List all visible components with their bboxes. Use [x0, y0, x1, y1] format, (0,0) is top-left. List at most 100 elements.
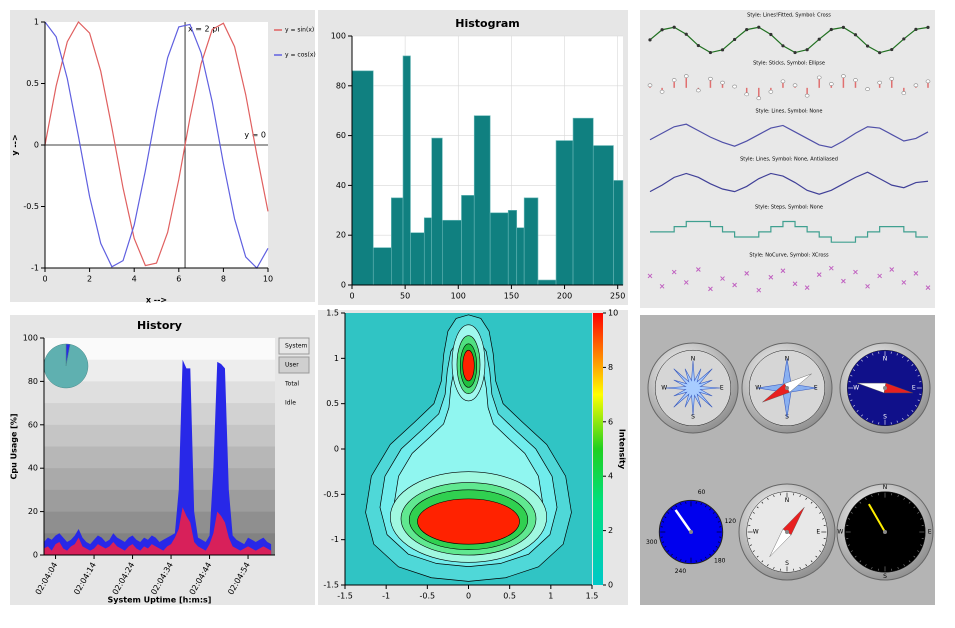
x-tick-label: 250	[610, 292, 625, 301]
y-axis-title: y -->	[11, 134, 20, 155]
background-band	[44, 490, 275, 512]
cross-symbol	[914, 28, 917, 31]
histogram-bar	[524, 198, 538, 285]
histogram-bar	[432, 138, 443, 285]
y-tick-label: 40	[336, 181, 346, 190]
dial-hub	[883, 530, 887, 534]
ellipse-symbol	[793, 84, 797, 87]
chart-title: Histogram	[455, 17, 520, 30]
cross-symbol	[745, 28, 748, 31]
compass-label: S	[883, 573, 887, 580]
ellipse-symbol	[805, 94, 809, 97]
ellipse-symbol	[914, 84, 918, 87]
y-tick-label: 0	[34, 141, 39, 150]
background-band	[44, 403, 275, 425]
cross-symbol	[709, 51, 712, 54]
y-tick-label: -0.5	[23, 202, 39, 211]
histogram-bar	[403, 56, 410, 285]
cross-symbol	[781, 44, 784, 47]
x-axis-title: System Uptime [h:m:s]	[108, 596, 212, 605]
dial-scale-label: 240	[675, 568, 687, 575]
y-tick-label: -0.5	[323, 490, 339, 499]
symbol-dot	[733, 38, 736, 41]
x-tick-label: 1	[548, 592, 553, 601]
y-tick-label: 80	[28, 377, 38, 386]
histogram-bar	[508, 210, 517, 285]
cross-symbol	[721, 48, 724, 51]
histogram-bar	[373, 248, 391, 285]
dial-hub	[883, 386, 887, 390]
cross-symbol	[697, 44, 700, 47]
curve-label: Style: Steps, Symbol: None	[755, 205, 823, 211]
ellipse-symbol	[781, 80, 785, 83]
wind-rose	[666, 361, 720, 415]
x-tick-label: 1.5	[586, 592, 599, 601]
histogram-bar	[442, 220, 461, 285]
symbol-dot	[660, 28, 663, 31]
symbol-dot	[697, 44, 700, 47]
x-tick-label: 2	[87, 275, 92, 284]
x-tick-label: 8	[221, 275, 226, 284]
x-tick-label: 0	[349, 292, 354, 301]
y-tick-label: 80	[336, 81, 346, 90]
cross-symbol	[878, 51, 881, 54]
cross-symbol	[926, 26, 929, 29]
symbol-dot	[745, 28, 748, 31]
y-tick-label: 1	[34, 18, 39, 27]
ellipse-symbol	[696, 89, 700, 92]
histogram-bar	[410, 233, 424, 285]
cross-symbol	[806, 48, 809, 51]
y-axis-title: Cpu Usage [%]	[10, 414, 19, 480]
legend-label: System	[285, 343, 308, 350]
symbol-dot	[757, 26, 760, 29]
pie-slice	[44, 344, 88, 388]
histogram-bar	[352, 71, 373, 285]
x-tick-label: 100	[451, 292, 466, 301]
y-tick-label: 0	[33, 551, 38, 560]
cross-symbol	[673, 26, 676, 29]
dial-scale-label: 180	[714, 557, 726, 564]
legend-label: y = cos(x)	[285, 52, 316, 59]
symbol-dot	[709, 51, 712, 54]
legend-label: y = sin(x)	[285, 27, 314, 34]
y-tick-label: 0	[334, 445, 339, 454]
y-tick-label: -1	[331, 535, 339, 544]
x-tick-label: 0.5	[503, 592, 516, 601]
legend-button[interactable]: System	[279, 338, 309, 354]
legend-button[interactable]: User	[279, 357, 309, 373]
legend-button[interactable]: Idle	[279, 395, 309, 411]
ellipse-symbol	[721, 81, 725, 84]
symbol-dot	[673, 26, 676, 29]
symbol-dot	[878, 51, 881, 54]
ellipse-symbol	[745, 93, 749, 96]
contour-region	[463, 350, 475, 381]
x-axis-title: x -->	[146, 296, 167, 305]
cross-symbol	[733, 38, 736, 41]
legend-button[interactable]: Total	[279, 376, 309, 392]
x-tick-label: -0.5	[420, 592, 436, 601]
x-tick-label: 0	[42, 275, 47, 284]
histogram-bar	[593, 146, 613, 285]
symbol-dot	[806, 48, 809, 51]
y-tick-label: 1.5	[326, 309, 339, 318]
ellipse-symbol	[853, 78, 857, 81]
symbol-dot	[769, 33, 772, 36]
curve-label: Style: Sticks, Symbol: Ellipse	[753, 61, 825, 67]
colorbar-title: Intensity	[618, 429, 627, 470]
symbol-dot	[854, 33, 857, 36]
ellipse-symbol	[733, 85, 737, 88]
y-tick-label: 40	[28, 464, 38, 473]
colorbar-tick-label: 4	[608, 472, 613, 481]
y-tick-label: 0.5	[26, 79, 39, 88]
symbol-dot	[902, 37, 905, 40]
compass-label: N	[883, 484, 888, 491]
histogram-bar	[613, 180, 623, 285]
legend-label: Idle	[285, 400, 296, 407]
x-tick-label: -1.5	[337, 592, 353, 601]
cross-symbol	[793, 51, 796, 54]
